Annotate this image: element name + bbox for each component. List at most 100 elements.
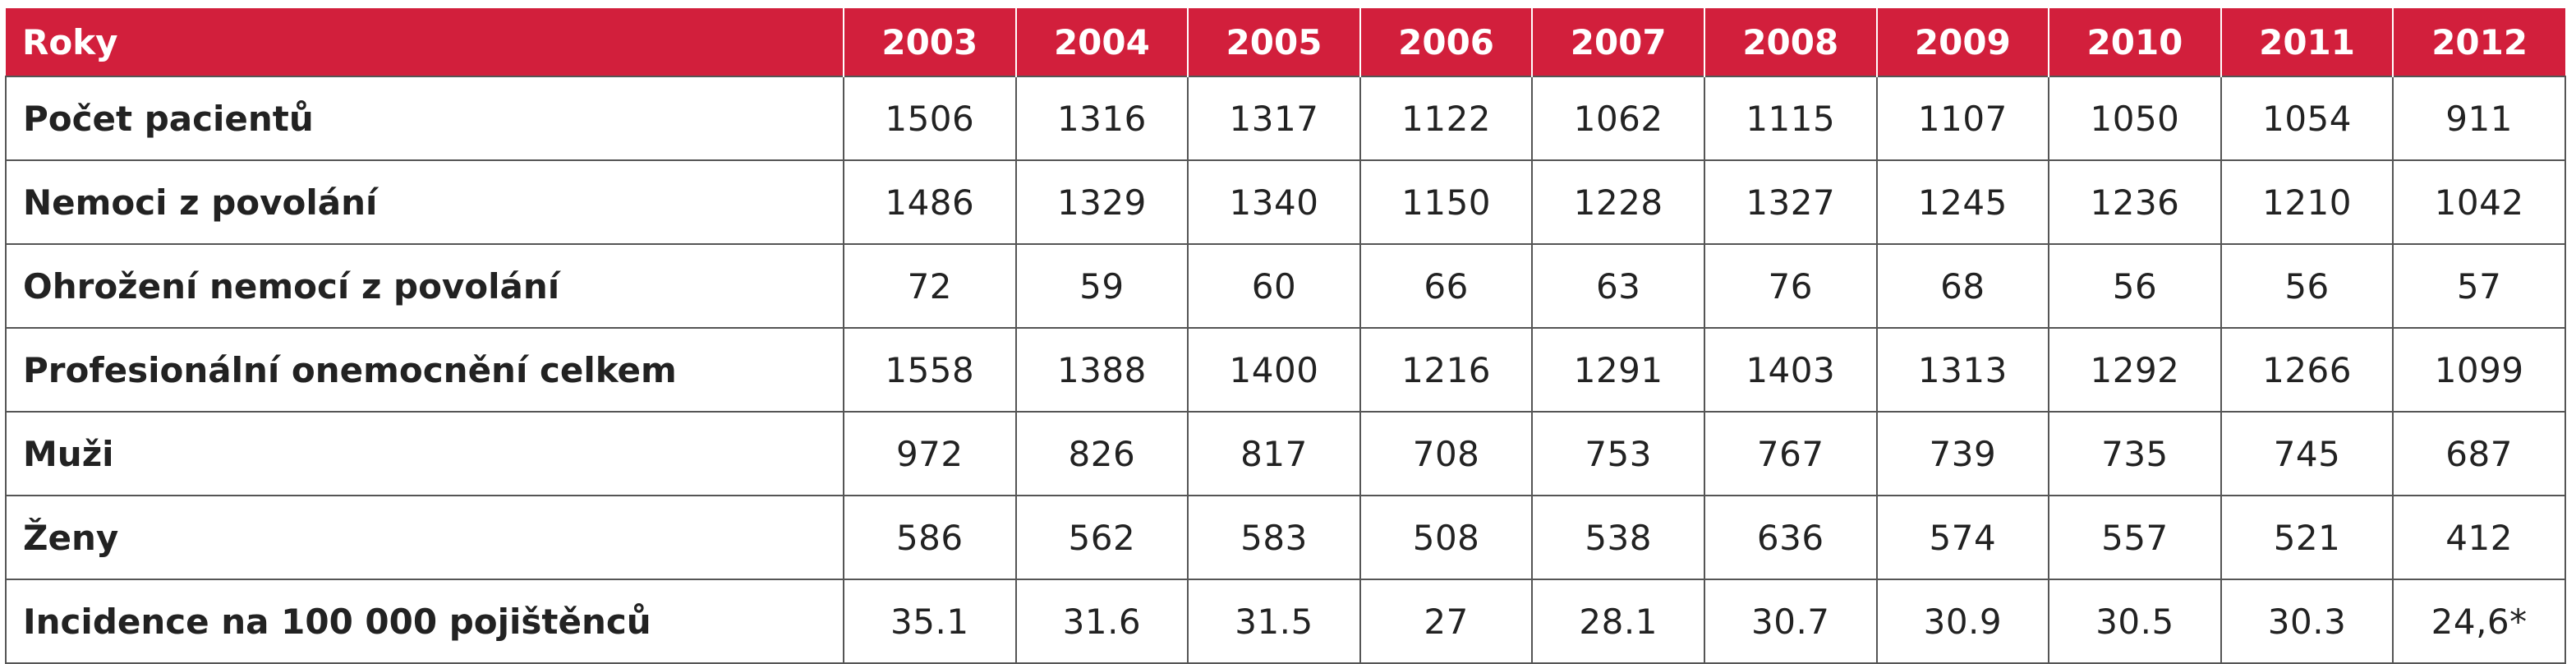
header-year: 2006 [1359, 8, 1534, 76]
table-cell: 1107 [1875, 76, 2050, 161]
table-cell: 753 [1531, 411, 1705, 496]
table-cell: 1329 [1014, 159, 1189, 245]
table-cell: 1216 [1359, 327, 1534, 413]
table-cell: 76 [1703, 243, 1878, 329]
table-cell: 1340 [1187, 159, 1361, 245]
table-cell: 1050 [2048, 76, 2222, 161]
table-cell: 56 [2048, 243, 2222, 329]
table-cell: 56 [2220, 243, 2394, 329]
table-cell: 30.3 [2220, 579, 2394, 664]
table-cell: 817 [1187, 411, 1361, 496]
table-cell: 1317 [1187, 76, 1361, 161]
table-cell: 1291 [1531, 327, 1705, 413]
header-year: 2011 [2220, 8, 2394, 76]
table-cell: 1054 [2220, 76, 2394, 161]
row-label: Počet pacientů [5, 76, 844, 161]
table-cell: 767 [1703, 411, 1878, 496]
table-row: Muži 972 826 817 708 753 767 739 735 745… [5, 411, 2566, 496]
row-label: Ženy [5, 495, 844, 580]
table-cell: 1228 [1531, 159, 1705, 245]
table-cell: 972 [843, 411, 1017, 496]
table-body: Počet pacientů 1506 1316 1317 1122 1062 … [5, 76, 2566, 664]
table-cell: 1099 [2392, 327, 2566, 413]
row-label: Incidence na 100 000 pojištěnců [5, 579, 844, 664]
table-cell: 28.1 [1531, 579, 1705, 664]
table-cell: 586 [843, 495, 1017, 580]
row-label: Ohrožení nemocí z povolání [5, 243, 844, 329]
table-cell: 1210 [2220, 159, 2394, 245]
table-cell: 1266 [2220, 327, 2394, 413]
header-year: 2003 [844, 8, 1017, 76]
table-cell: 557 [2048, 495, 2222, 580]
table-cell: 636 [1703, 495, 1878, 580]
table-cell: 1486 [843, 159, 1017, 245]
header-year: 2012 [2393, 8, 2565, 76]
table-cell: 735 [2048, 411, 2222, 496]
table-cell: 1388 [1014, 327, 1189, 413]
table-cell: 1115 [1703, 76, 1878, 161]
table-row: Profesionální onemocnění celkem 1558 138… [5, 327, 2566, 413]
table-cell: 745 [2220, 411, 2394, 496]
table-cell: 739 [1875, 411, 2050, 496]
table-cell: 1327 [1703, 159, 1878, 245]
header-year: 2005 [1188, 8, 1361, 76]
header-year: 2004 [1015, 8, 1189, 76]
table-cell: 1506 [843, 76, 1017, 161]
table-cell: 31.6 [1014, 579, 1189, 664]
table-cell: 63 [1531, 243, 1705, 329]
header-year: 2010 [2049, 8, 2222, 76]
table-cell: 562 [1014, 495, 1189, 580]
table-cell: 1042 [2392, 159, 2566, 245]
row-label: Nemoci z povolání [5, 159, 844, 245]
table-cell: 521 [2220, 495, 2394, 580]
header-label: Roky [6, 8, 844, 76]
table-cell: 687 [2392, 411, 2566, 496]
table-cell: 68 [1875, 243, 2050, 329]
table-cell: 35.1 [843, 579, 1017, 664]
table-cell: 1558 [843, 327, 1017, 413]
table-cell: 1122 [1359, 76, 1534, 161]
table-cell: 24,6* [2392, 579, 2566, 664]
table-row: Ohrožení nemocí z povolání 72 59 60 66 6… [5, 243, 2566, 329]
table-cell: 72 [843, 243, 1017, 329]
table-cell: 911 [2392, 76, 2566, 161]
table-cell: 708 [1359, 411, 1534, 496]
table-cell: 1316 [1014, 76, 1189, 161]
table-cell: 30.7 [1703, 579, 1878, 664]
table-row: Počet pacientů 1506 1316 1317 1122 1062 … [5, 76, 2566, 161]
table-cell: 1245 [1875, 159, 2050, 245]
header-year: 2007 [1532, 8, 1705, 76]
table-cell: 1292 [2048, 327, 2222, 413]
table-row: Incidence na 100 000 pojištěnců 35.1 31.… [5, 579, 2566, 664]
header-year: 2009 [1876, 8, 2050, 76]
table-cell: 1400 [1187, 327, 1361, 413]
table-row: Ženy 586 562 583 508 538 636 574 557 521… [5, 495, 2566, 580]
table-cell: 60 [1187, 243, 1361, 329]
table-cell: 30.9 [1875, 579, 2050, 664]
header-year: 2008 [1704, 8, 1878, 76]
table-cell: 66 [1359, 243, 1534, 329]
table-cell: 583 [1187, 495, 1361, 580]
table-cell: 1062 [1531, 76, 1705, 161]
table-cell: 59 [1014, 243, 1189, 329]
table-cell: 31.5 [1187, 579, 1361, 664]
table-row: Nemoci z povolání 1486 1329 1340 1150 12… [5, 159, 2566, 245]
row-label: Muži [5, 411, 844, 496]
occupational-disease-table: Roky 2003 2004 2005 2006 2007 2008 2009 … [5, 8, 2566, 664]
table-cell: 27 [1359, 579, 1534, 664]
table-cell: 57 [2392, 243, 2566, 329]
table-cell: 1150 [1359, 159, 1534, 245]
table-cell: 538 [1531, 495, 1705, 580]
table-cell: 1313 [1875, 327, 2050, 413]
row-label: Profesionální onemocnění celkem [5, 327, 844, 413]
table-cell: 1403 [1703, 327, 1878, 413]
table-cell: 30.5 [2048, 579, 2222, 664]
table-cell: 574 [1875, 495, 2050, 580]
table-header: Roky 2003 2004 2005 2006 2007 2008 2009 … [6, 8, 2565, 76]
header-row: Roky 2003 2004 2005 2006 2007 2008 2009 … [6, 8, 2565, 76]
table-cell: 826 [1014, 411, 1189, 496]
table-cell: 508 [1359, 495, 1534, 580]
table-cell: 1236 [2048, 159, 2222, 245]
table-cell: 412 [2392, 495, 2566, 580]
